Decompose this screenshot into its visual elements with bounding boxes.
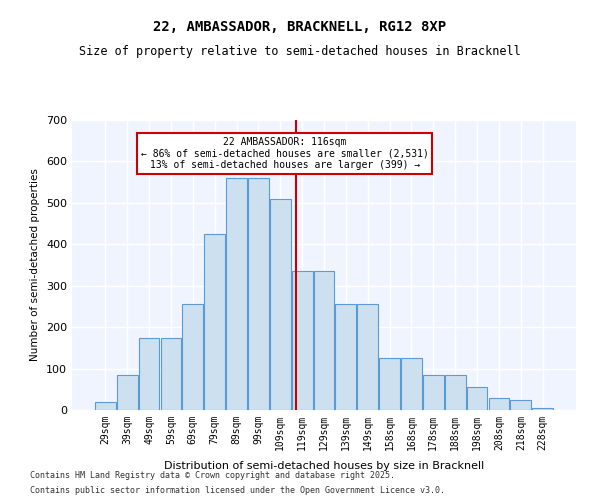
Bar (445, 375, 466, 410)
Bar (139, 338, 160, 410)
Bar (467, 387, 487, 410)
Bar (335, 304, 356, 410)
Bar (401, 358, 422, 410)
Text: Size of property relative to semi-detached houses in Bracknell: Size of property relative to semi-detach… (79, 45, 521, 58)
Bar (161, 338, 181, 410)
Bar (95, 402, 116, 410)
Text: 22 AMBASSADOR: 116sqm
← 86% of semi-detached houses are smaller (2,531)
13% of s: 22 AMBASSADOR: 116sqm ← 86% of semi-deta… (140, 136, 428, 170)
Bar (204, 234, 225, 410)
Text: Contains public sector information licensed under the Open Government Licence v3: Contains public sector information licen… (30, 486, 445, 495)
Bar (488, 398, 509, 410)
Text: Contains HM Land Registry data © Crown copyright and database right 2025.: Contains HM Land Registry data © Crown c… (30, 471, 395, 480)
Bar (423, 375, 444, 410)
Bar (226, 178, 247, 410)
Bar (292, 271, 313, 410)
Bar (358, 304, 378, 410)
Text: 22, AMBASSADOR, BRACKNELL, RG12 8XP: 22, AMBASSADOR, BRACKNELL, RG12 8XP (154, 20, 446, 34)
Bar (248, 178, 269, 410)
Bar (314, 271, 334, 410)
Bar (379, 358, 400, 410)
Bar (532, 408, 553, 410)
Bar (182, 304, 203, 410)
Y-axis label: Number of semi-detached properties: Number of semi-detached properties (31, 168, 40, 362)
Bar (511, 400, 531, 410)
Bar (270, 198, 290, 410)
Bar (117, 375, 137, 410)
X-axis label: Distribution of semi-detached houses by size in Bracknell: Distribution of semi-detached houses by … (164, 461, 484, 471)
